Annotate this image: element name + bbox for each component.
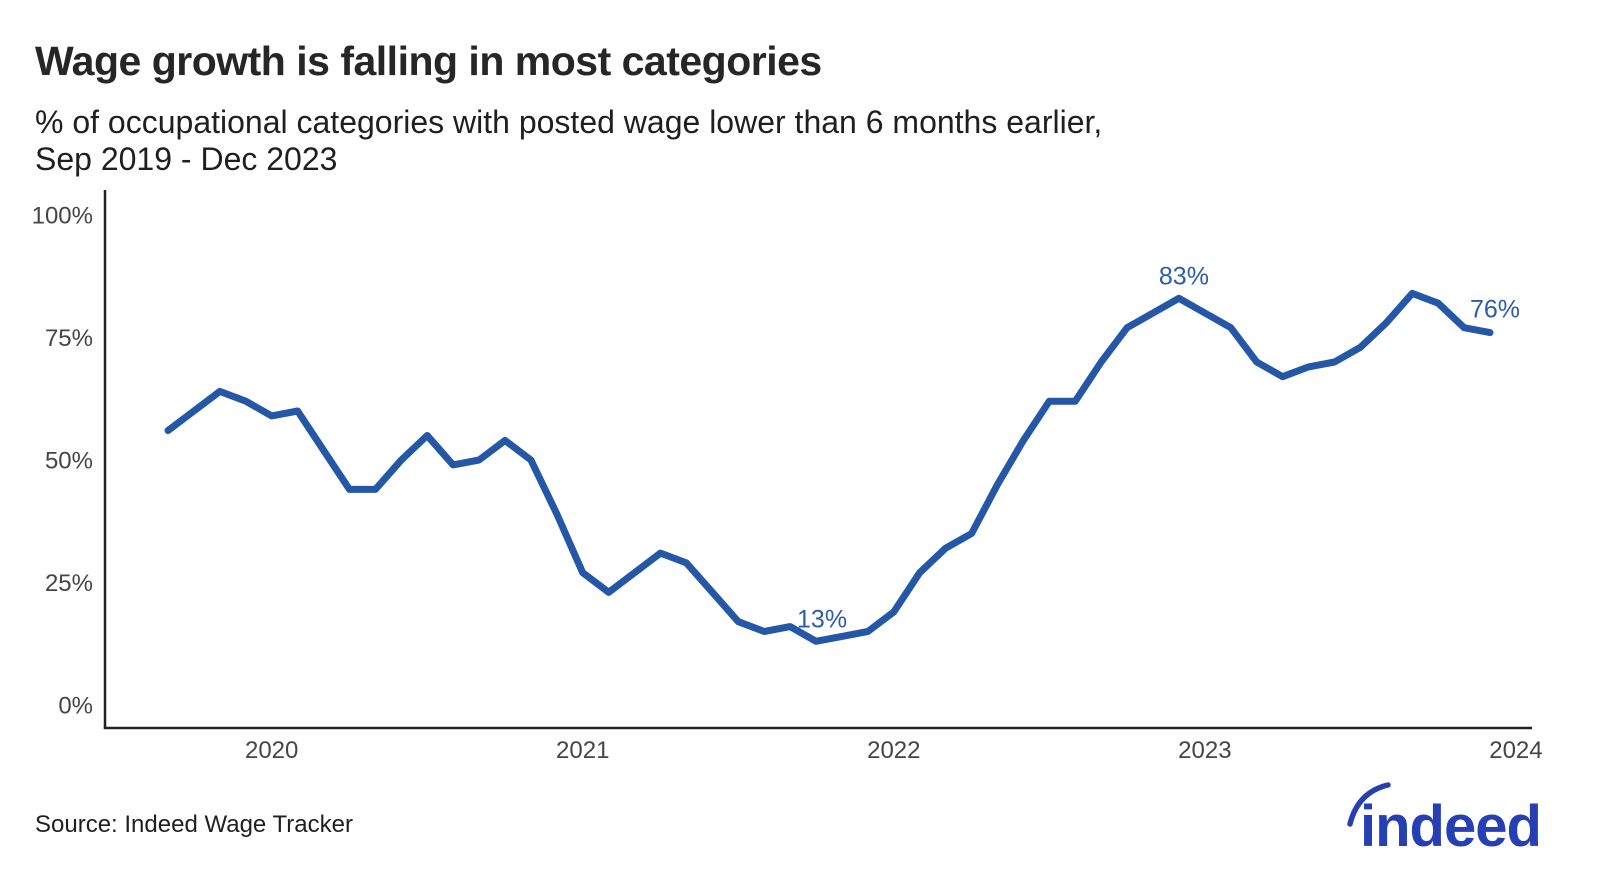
x-tick-label: 2021 — [556, 737, 609, 764]
x-tick-label: 2022 — [867, 737, 920, 764]
page-title: Wage growth is falling in most categorie… — [35, 38, 822, 84]
y-tick-label: 50% — [45, 448, 93, 475]
logo-wordmark: indeed — [1360, 794, 1541, 859]
data-point-label: 83% — [1159, 262, 1209, 290]
chart-subtitle: % of occupational categories with posted… — [35, 104, 1435, 178]
wage-share-line — [164, 289, 1494, 645]
x-tick-label: 2020 — [245, 737, 298, 764]
y-tick-label: 100% — [32, 203, 93, 230]
data-point-label: 13% — [797, 605, 847, 633]
source-note: Source: Indeed Wage Tracker — [35, 811, 353, 838]
y-tick-label: 0% — [58, 693, 93, 720]
x-tick-label: 2024 — [1489, 737, 1542, 764]
data-point-label: 76% — [1470, 296, 1520, 324]
logo-swoosh-icon — [1347, 782, 1391, 827]
subtitle-line-2: Sep 2019 - Dec 2023 — [35, 141, 338, 178]
y-tick-label: 75% — [45, 325, 93, 352]
x-tick-label: 2023 — [1178, 737, 1231, 764]
subtitle-line-1: % of occupational categories with posted… — [35, 104, 1103, 140]
y-tick-label: 25% — [45, 570, 93, 597]
indeed-logo: indeed — [1347, 782, 1542, 859]
